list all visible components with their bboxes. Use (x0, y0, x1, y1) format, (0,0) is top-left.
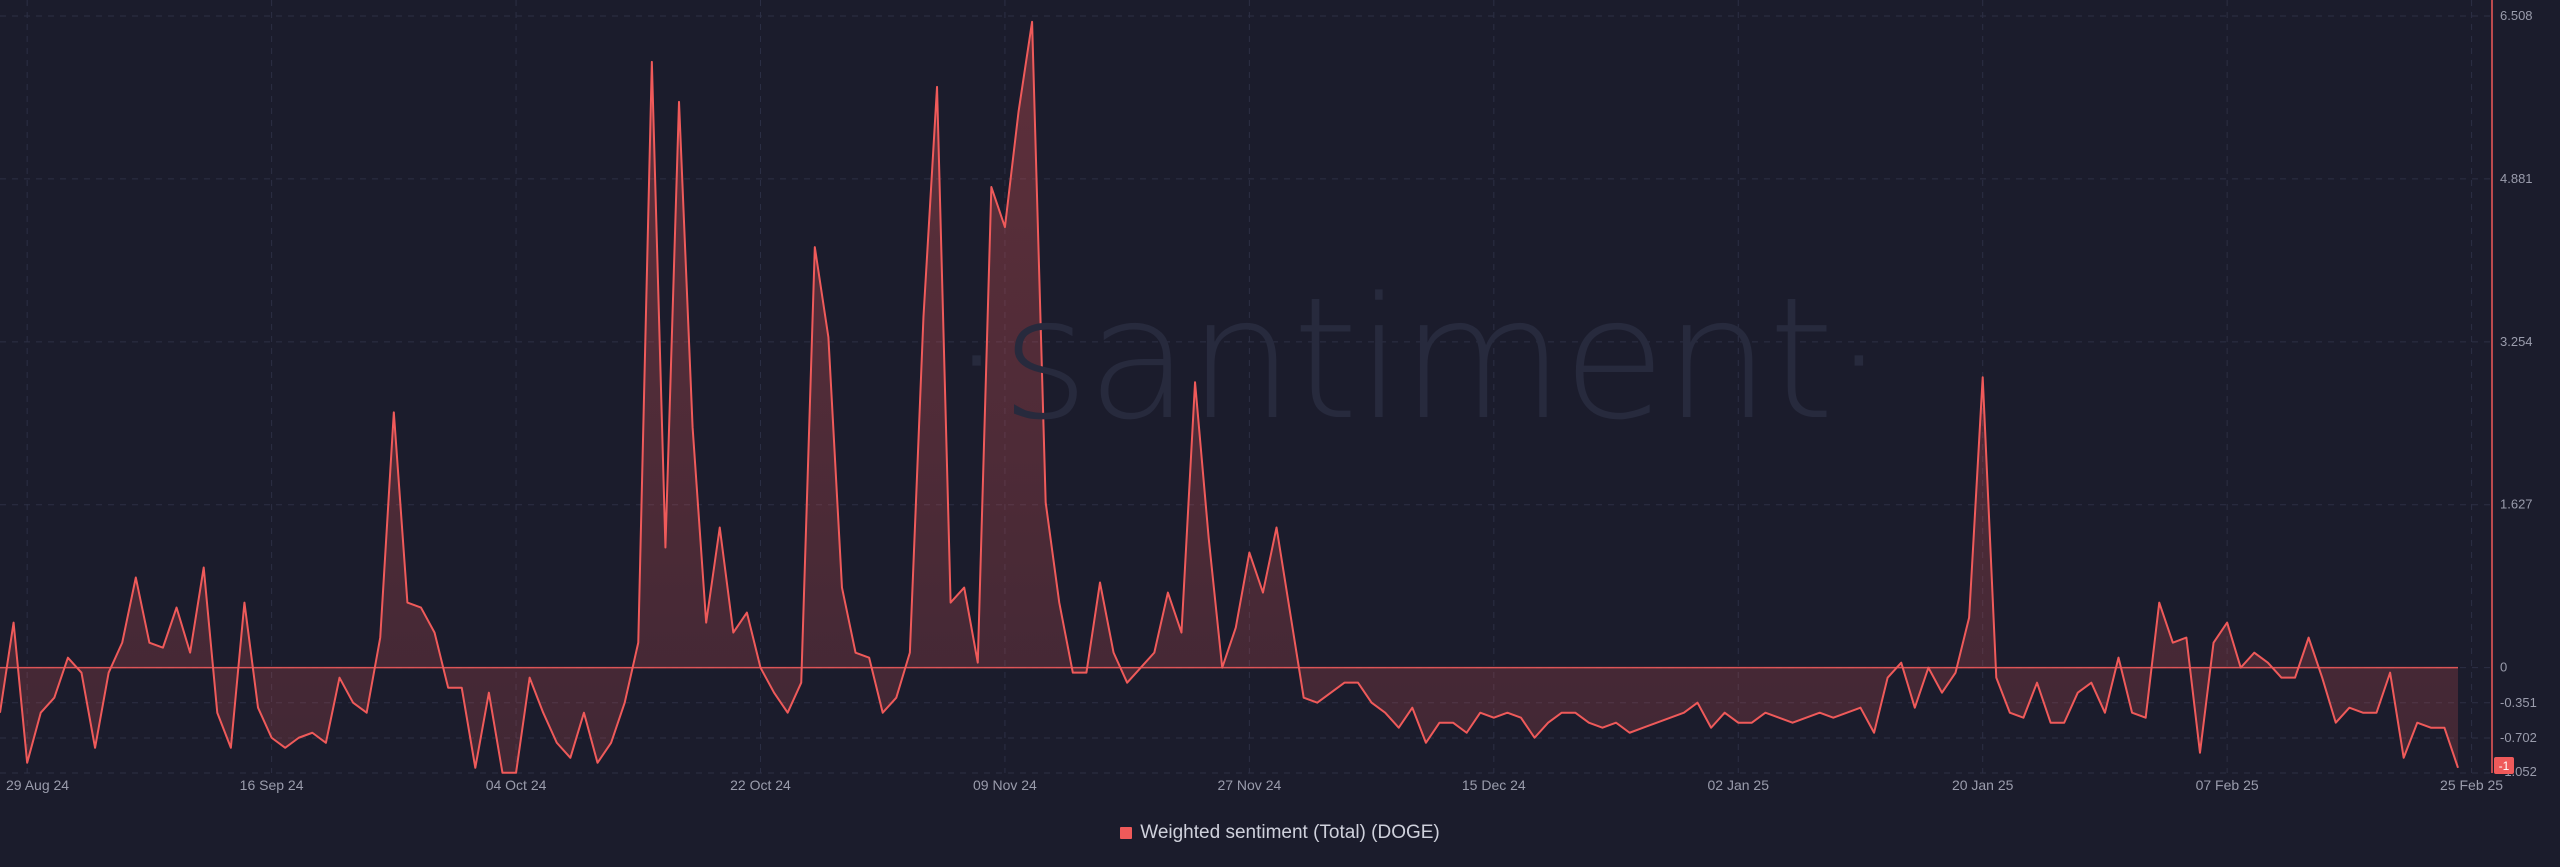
x-tick-label: 15 Dec 24 (1462, 777, 1526, 793)
y-tick-label: 6.508 (2500, 8, 2533, 23)
y-tick-label: 0 (2500, 660, 2507, 675)
badge-box (2494, 757, 2514, 774)
series-area (0, 20, 2459, 774)
chart-legend[interactable]: Weighted sentiment (Total) (DOGE) (0, 822, 2560, 844)
y-tick-label: 1.627 (2500, 497, 2533, 512)
badge-text: -1 (2499, 759, 2510, 773)
x-tick-label: 07 Feb 25 (2196, 777, 2259, 793)
y-tick-label: 3.254 (2500, 334, 2533, 349)
x-tick-label: 22 Oct 24 (730, 777, 791, 793)
legend-label: Weighted sentiment (Total) (DOGE) (1140, 822, 1440, 843)
x-tick-label: 16 Sep 24 (240, 777, 304, 793)
x-axis-ticks: 29 Aug 24 16 Sep 24 04 Oct 24 22 Oct 24 09 N… (6, 777, 2503, 793)
legend-swatch (1120, 827, 1133, 839)
x-tick-label: 27 Nov 24 (1217, 777, 1281, 793)
x-tick-label: 25 Feb 25 (2440, 777, 2503, 793)
chart-axes (0, 0, 2493, 773)
x-tick-label: 04 Oct 24 (486, 777, 547, 793)
x-tick-label: 29 Aug 24 (6, 777, 69, 793)
x-tick-label: 20 Jan 25 (1952, 777, 2014, 793)
y-tick-label: 4.881 (2500, 171, 2533, 186)
y-tick-label: -0.351 (2500, 695, 2537, 710)
x-tick-label: 02 Jan 25 (1708, 777, 1770, 793)
x-tick-label: 09 Nov 24 (973, 777, 1037, 793)
y-tick-label: -0.702 (2500, 730, 2537, 745)
santiment-watermark: ·santiment· (950, 261, 1886, 457)
last-value-badge: -1 (2494, 757, 2514, 774)
series-line (0, 20, 2459, 774)
